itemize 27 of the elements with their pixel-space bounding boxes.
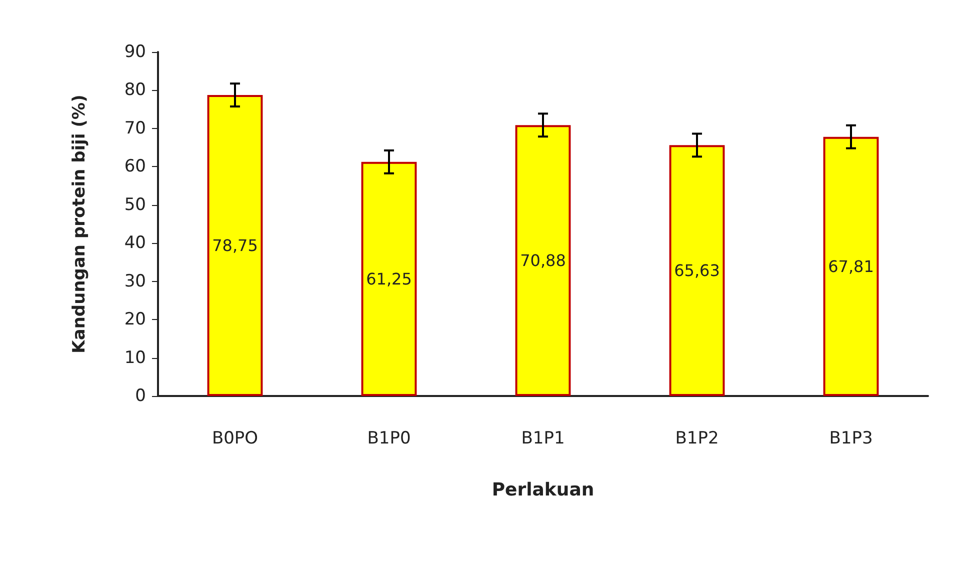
bar xyxy=(669,145,725,396)
y-tick-label: 80 xyxy=(124,80,146,100)
y-tick-label: 0 xyxy=(135,386,146,406)
bar xyxy=(823,136,879,396)
data-label: 67,81 xyxy=(828,256,874,276)
y-tick-label: 10 xyxy=(124,348,146,368)
data-label: 65,63 xyxy=(674,261,720,280)
x-tick-label: B0PO xyxy=(212,428,258,448)
x-axis-title: Perlakuan xyxy=(492,480,594,500)
data-label: 78,75 xyxy=(212,236,258,255)
y-tick-label: 90 xyxy=(124,42,146,62)
y-tick-label: 60 xyxy=(124,156,146,177)
x-tick-label: B1P2 xyxy=(675,428,719,448)
y-tick-label: 50 xyxy=(124,194,146,215)
data-label: 70,88 xyxy=(520,251,566,270)
data-label: 61,25 xyxy=(366,269,412,288)
x-tick-label: B1P0 xyxy=(367,428,411,448)
y-axis-title: Kandungan protein biji (%) xyxy=(70,94,90,354)
y-tick-label: 70 xyxy=(124,118,146,138)
bar xyxy=(515,125,571,396)
bar xyxy=(361,162,417,396)
y-tick-label: 20 xyxy=(124,310,146,330)
y-tick-label: 30 xyxy=(124,271,146,292)
bar xyxy=(207,95,263,396)
x-tick-label: B1P1 xyxy=(521,428,565,448)
x-tick-label: B1P3 xyxy=(829,428,873,448)
y-tick-label: 40 xyxy=(124,233,146,254)
